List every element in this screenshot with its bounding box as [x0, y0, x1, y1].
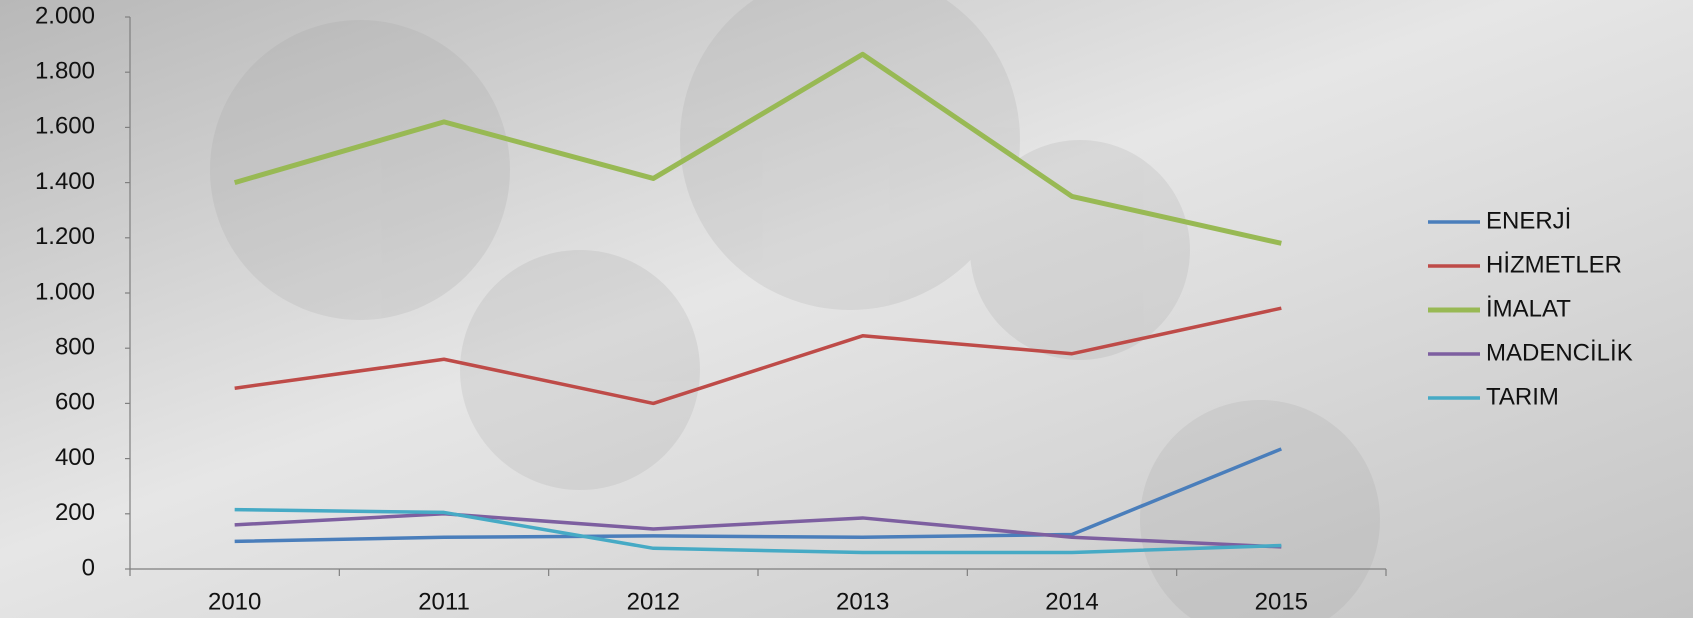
x-tick-label: 2011	[418, 588, 470, 615]
legend-label: ENERJİ	[1486, 207, 1571, 234]
series-line	[234, 507, 1282, 555]
y-tick-label: 400	[55, 444, 95, 471]
x-tick-label: 2014	[1045, 588, 1098, 615]
y-tick-label: 2.000	[35, 2, 95, 29]
y-tick-label: 600	[55, 389, 95, 416]
y-tick-label: 800	[55, 334, 95, 361]
y-tick-label: 1.600	[35, 113, 95, 140]
y-tick-label: 1.400	[35, 168, 95, 195]
legend-label: İMALAT	[1486, 295, 1571, 322]
x-tick-label: 2013	[836, 588, 889, 615]
series-line	[233, 51, 1282, 246]
y-tick-label: 200	[55, 499, 95, 526]
series-line	[234, 512, 1282, 549]
legend-label: MADENCİLİK	[1486, 339, 1633, 366]
series-line	[234, 447, 1282, 544]
y-tick-label: 1.000	[35, 278, 95, 305]
x-tick-label: 2012	[627, 588, 680, 615]
x-tick-label: 2010	[208, 588, 261, 615]
series-line	[234, 306, 1282, 406]
legend-label: TARIM	[1486, 383, 1559, 410]
x-tick-label: 2015	[1255, 588, 1308, 615]
y-tick-label: 0	[82, 554, 95, 581]
gear-decoration	[210, 0, 1380, 618]
legend-label: HİZMETLER	[1486, 251, 1622, 278]
y-tick-label: 1.200	[35, 223, 95, 250]
y-tick-label: 1.800	[35, 58, 95, 85]
